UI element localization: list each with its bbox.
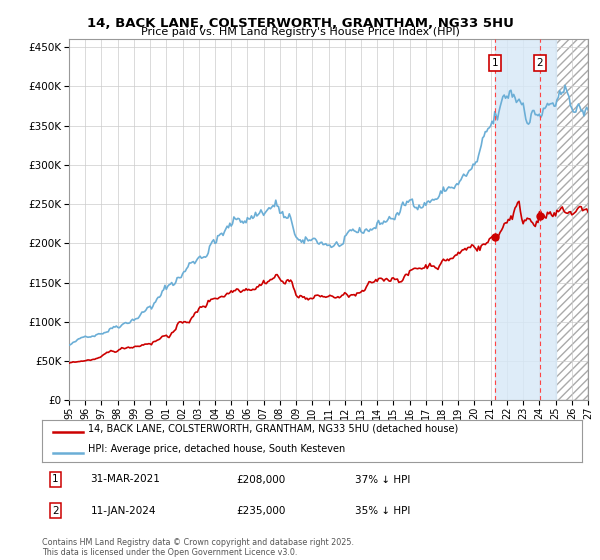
Text: £235,000: £235,000	[236, 506, 286, 516]
Text: HPI: Average price, detached house, South Kesteven: HPI: Average price, detached house, Sout…	[88, 445, 345, 455]
Text: £208,000: £208,000	[236, 474, 286, 484]
Text: 31-MAR-2021: 31-MAR-2021	[91, 474, 160, 484]
Text: 37% ↓ HPI: 37% ↓ HPI	[355, 474, 410, 484]
Text: 2: 2	[536, 58, 543, 68]
Text: Contains HM Land Registry data © Crown copyright and database right 2025.
This d: Contains HM Land Registry data © Crown c…	[42, 538, 354, 557]
Bar	[556, 39, 588, 400]
Text: 2: 2	[52, 506, 59, 516]
Text: 1: 1	[491, 58, 498, 68]
Bar	[495, 39, 556, 400]
Text: 11-JAN-2024: 11-JAN-2024	[91, 506, 156, 516]
Text: 35% ↓ HPI: 35% ↓ HPI	[355, 506, 410, 516]
Text: 1: 1	[52, 474, 59, 484]
Text: Price paid vs. HM Land Registry's House Price Index (HPI): Price paid vs. HM Land Registry's House …	[140, 27, 460, 37]
Text: 14, BACK LANE, COLSTERWORTH, GRANTHAM, NG33 5HU (detached house): 14, BACK LANE, COLSTERWORTH, GRANTHAM, N…	[88, 423, 458, 433]
Text: 14, BACK LANE, COLSTERWORTH, GRANTHAM, NG33 5HU: 14, BACK LANE, COLSTERWORTH, GRANTHAM, N…	[86, 17, 514, 30]
